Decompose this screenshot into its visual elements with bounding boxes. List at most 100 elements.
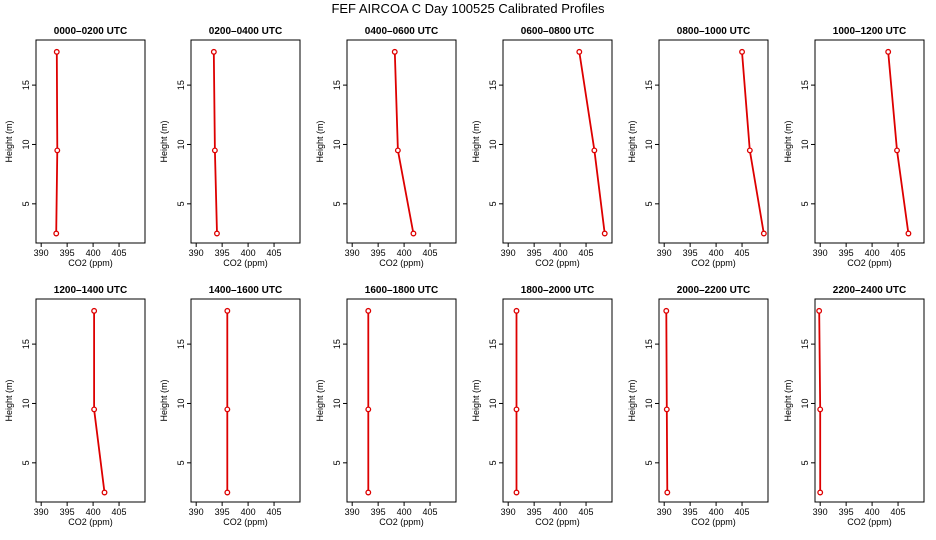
y-tick-label: 15 (176, 80, 186, 90)
data-point (513, 406, 520, 413)
x-tick-label: 405 (735, 507, 750, 517)
series-line (393, 51, 415, 234)
data-point (664, 489, 671, 496)
y-tick-label: 5 (176, 460, 186, 465)
x-tick-label: 390 (189, 248, 204, 258)
x-tick-label: 405 (579, 248, 594, 258)
y-tick-label: 10 (332, 398, 342, 408)
x-tick-label: 390 (501, 248, 516, 258)
data-point (591, 147, 598, 154)
x-axis-label: CO2 (ppm) (379, 517, 424, 527)
data-point (224, 406, 231, 413)
y-tick-label: 5 (644, 201, 654, 206)
y-axis-label: Height (m) (315, 379, 325, 421)
y-axis-label: Height (m) (315, 120, 325, 162)
data-point (513, 489, 520, 496)
y-tick-label: 10 (488, 398, 498, 408)
series-line (55, 51, 59, 234)
series-line (665, 310, 669, 493)
x-axis-label: CO2 (ppm) (535, 517, 580, 527)
panel-title: 1000–1200 UTC (833, 26, 906, 37)
data-point (53, 230, 60, 237)
x-tick-label: 390 (813, 248, 828, 258)
data-point (817, 406, 824, 413)
data-point (211, 147, 218, 154)
series-line (887, 51, 910, 234)
data-point (224, 489, 231, 496)
data-point (816, 307, 823, 314)
x-tick-label: 400 (397, 507, 412, 517)
x-tick-label: 395 (60, 248, 75, 258)
data-point (746, 147, 753, 154)
x-axis-label: CO2 (ppm) (691, 517, 736, 527)
plot-frame (35, 39, 146, 244)
plot-frame (346, 39, 457, 244)
plot-frame (814, 298, 925, 503)
data-point (91, 406, 98, 413)
y-tick-label: 5 (176, 201, 186, 206)
plot-frame (658, 298, 769, 503)
figure-title: FEF AIRCOA C Day 100525 Calibrated Profi… (331, 1, 605, 16)
x-tick-label: 390 (501, 507, 516, 517)
data-point (601, 230, 608, 237)
plot-frame (814, 39, 925, 244)
y-axis-label: Height (m) (159, 120, 169, 162)
plot-frame (502, 39, 613, 244)
x-tick-label: 395 (683, 248, 698, 258)
plot-frame (658, 39, 769, 244)
x-tick-label: 400 (241, 507, 256, 517)
data-point (513, 307, 520, 314)
x-tick-label: 395 (839, 507, 854, 517)
panel-title: 0200–0400 UTC (209, 26, 282, 37)
x-tick-label: 390 (657, 507, 672, 517)
x-tick-label: 405 (891, 248, 906, 258)
x-tick-label: 405 (112, 507, 127, 517)
y-tick-label: 5 (332, 460, 342, 465)
y-axis-label: Height (m) (627, 120, 637, 162)
x-tick-label: 390 (189, 507, 204, 517)
y-tick-label: 15 (21, 80, 31, 90)
x-tick-label: 395 (371, 507, 386, 517)
x-tick-label: 405 (423, 507, 438, 517)
panel-title: 0400–0600 UTC (365, 26, 438, 37)
y-tick-label: 5 (21, 201, 31, 206)
y-axis-label: Height (m) (471, 120, 481, 162)
y-axis-label: Height (m) (4, 120, 14, 162)
data-point (91, 307, 98, 314)
data-point (101, 489, 108, 496)
y-tick-label: 10 (21, 398, 31, 408)
x-tick-label: 400 (709, 248, 724, 258)
panel-title: 1600–1800 UTC (365, 285, 438, 296)
y-tick-label: 10 (800, 398, 810, 408)
y-tick-label: 10 (176, 139, 186, 149)
y-tick-label: 5 (488, 460, 498, 465)
x-axis-label: CO2 (ppm) (379, 258, 424, 268)
y-axis-label: Height (m) (627, 379, 637, 421)
x-tick-label: 400 (86, 507, 101, 517)
y-tick-label: 5 (644, 460, 654, 465)
y-tick-label: 5 (800, 460, 810, 465)
data-point (410, 230, 417, 237)
y-tick-label: 5 (21, 460, 31, 465)
x-tick-label: 405 (891, 507, 906, 517)
y-axis-label: Height (m) (783, 379, 793, 421)
y-tick-label: 15 (800, 339, 810, 349)
y-tick-label: 15 (488, 80, 498, 90)
x-tick-label: 400 (553, 507, 568, 517)
y-tick-label: 15 (644, 80, 654, 90)
panel-title: 2200–2400 UTC (833, 285, 906, 296)
y-tick-label: 10 (176, 398, 186, 408)
y-tick-label: 15 (644, 339, 654, 349)
x-axis-label: CO2 (ppm) (535, 258, 580, 268)
x-tick-label: 395 (215, 507, 230, 517)
plot-frame (346, 298, 457, 503)
plot-frame (190, 298, 301, 503)
data-point (663, 307, 670, 314)
